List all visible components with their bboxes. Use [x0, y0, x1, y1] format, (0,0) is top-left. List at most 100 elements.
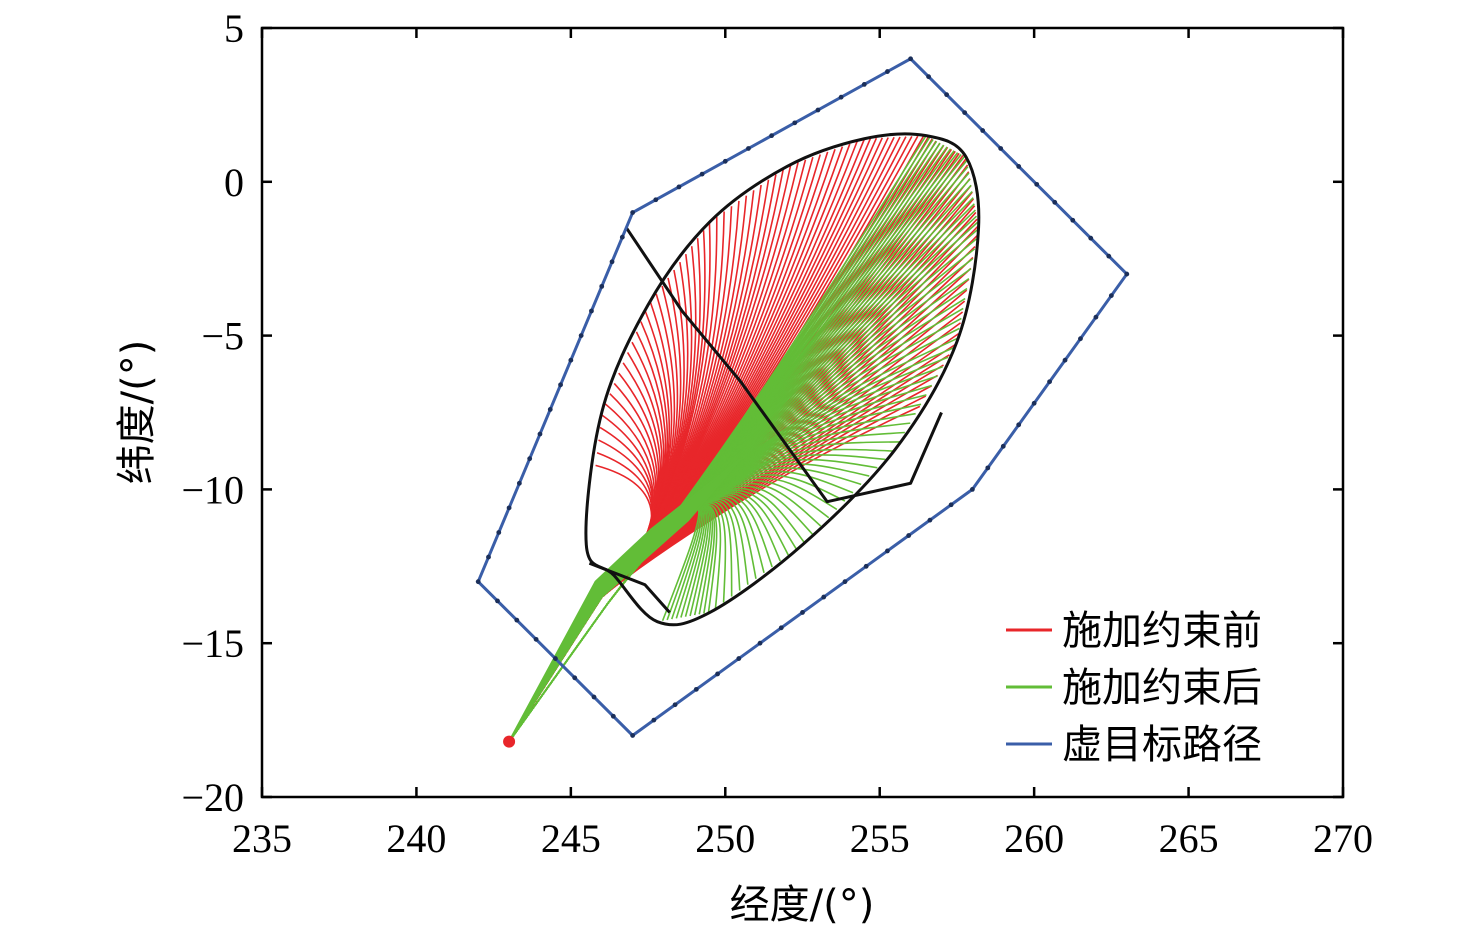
- trajectory-unconstrained: [508, 321, 668, 743]
- axis-labels: 经度/(°) 纬度/(°): [114, 340, 874, 928]
- virtual-target-point: [1106, 253, 1112, 259]
- virtual-target-point: [815, 107, 821, 113]
- region-outline: [584, 132, 981, 627]
- y-tick-label: −5: [201, 314, 244, 359]
- virtual-target-point: [908, 56, 913, 62]
- virtual-target-point: [944, 92, 950, 98]
- virtual-target-point: [599, 283, 605, 289]
- legend-label-unconstrained: 施加约束前: [1062, 608, 1262, 654]
- virtual-target-point: [495, 598, 500, 604]
- x-tick-label: 270: [1313, 816, 1373, 861]
- virtual-target-point: [821, 594, 827, 600]
- virtual-target-point: [863, 563, 869, 569]
- virtual-target-point: [1052, 199, 1058, 205]
- virtual-target-point: [715, 671, 720, 677]
- virtual-target-point: [885, 548, 890, 554]
- virtual-target-point: [1078, 336, 1083, 342]
- virtual-target-point: [800, 610, 805, 615]
- virtual-target-point: [980, 128, 986, 133]
- virtual-target-point: [757, 640, 763, 646]
- virtual-target-point: [792, 120, 798, 126]
- virtual-target-point: [651, 717, 657, 723]
- virtual-target-point: [496, 530, 502, 535]
- trajectory-unconstrained: [508, 289, 968, 743]
- virtual-target-point: [699, 171, 705, 177]
- x-tick-label: 260: [1004, 816, 1064, 861]
- y-axis-title: 纬度/(°): [114, 340, 160, 485]
- virtual-target-point: [630, 210, 636, 215]
- trajectory-constrained: [508, 287, 968, 743]
- trajectory-constrained: [508, 495, 765, 743]
- virtual-target-point: [1070, 217, 1076, 223]
- lower-boundary-segment: [588, 561, 671, 614]
- start-point: [503, 735, 516, 748]
- virtual-target-point: [693, 686, 699, 692]
- virtual-target-point: [906, 533, 912, 538]
- trajectory-constrained: [508, 277, 970, 743]
- virtual-target-point: [610, 713, 616, 719]
- trajectory-constrained: [508, 496, 757, 743]
- virtual-target-point: [962, 110, 968, 115]
- virtual-target-point: [1108, 293, 1114, 299]
- legend-label-constrained: 施加约束后: [1062, 665, 1262, 711]
- reachable-envelope: [584, 132, 981, 627]
- virtual-target-point: [553, 656, 558, 661]
- virtual-target-point: [948, 502, 954, 508]
- virtual-target-point: [533, 636, 539, 642]
- virtual-target-point: [572, 675, 578, 681]
- trajectory-constrained: [508, 146, 948, 743]
- virtual-target-point: [653, 197, 659, 203]
- virtual-target-point: [672, 702, 678, 708]
- y-tick-label: −10: [181, 467, 244, 512]
- legend-label-virtual-target: 虚目标路径: [1062, 722, 1262, 768]
- virtual-target-point: [537, 431, 543, 437]
- virtual-target-point: [778, 625, 784, 631]
- virtual-target-point: [589, 308, 594, 314]
- virtual-target-point: [1093, 314, 1099, 320]
- virtual-target-point: [998, 146, 1004, 151]
- virtual-target-point: [1062, 357, 1068, 363]
- series-constrained: [508, 135, 979, 743]
- virtual-target-point: [1031, 400, 1037, 406]
- virtual-target-point: [568, 357, 574, 363]
- virtual-target-point: [769, 133, 775, 139]
- x-tick-label: 240: [386, 816, 446, 861]
- virtual-target-point: [547, 407, 553, 412]
- virtual-target-point: [514, 617, 520, 623]
- start-marker: [503, 735, 516, 748]
- virtual-target-point: [609, 259, 615, 265]
- axes-frame: [260, 26, 1345, 799]
- virtual-target-point: [516, 480, 522, 486]
- trajectory-constrained: [508, 494, 773, 743]
- virtual-target-point: [736, 656, 742, 661]
- trajectory-unconstrained: [508, 439, 654, 743]
- x-tick-label: 255: [850, 816, 910, 861]
- virtual-target-point: [969, 487, 975, 492]
- virtual-target-point: [578, 333, 584, 338]
- trajectory-constrained-trunk: [508, 457, 742, 743]
- virtual-target-point: [842, 579, 848, 585]
- y-tick-label: 0: [224, 160, 244, 205]
- virtual-target-point: [591, 694, 597, 700]
- virtual-target-point: [619, 234, 625, 240]
- virtual-target-point: [985, 465, 991, 471]
- constrained-boundary: [625, 227, 943, 504]
- x-axis-title: 经度/(°): [730, 882, 875, 928]
- legend: 施加约束前 施加约束后 虚目标路径: [1006, 608, 1262, 768]
- virtual-target-point: [676, 184, 682, 190]
- virtual-target-point: [722, 158, 728, 164]
- virtual-target-point: [927, 517, 933, 523]
- virtual-target-point: [746, 146, 751, 151]
- virtual-target-point: [1088, 235, 1094, 241]
- virtual-target-point: [838, 94, 844, 100]
- virtual-target-point: [1000, 443, 1006, 449]
- trajectory-unconstrained: [508, 301, 673, 743]
- virtual-target-point: [1016, 164, 1022, 169]
- y-tick-label: −15: [181, 621, 244, 666]
- series-virtual-target-path: [475, 56, 1130, 738]
- trajectory-unconstrained: [508, 310, 671, 743]
- virtual-target-point: [630, 733, 636, 738]
- virtual-target-point: [1034, 181, 1040, 187]
- trajectory-unconstrained: [508, 426, 654, 743]
